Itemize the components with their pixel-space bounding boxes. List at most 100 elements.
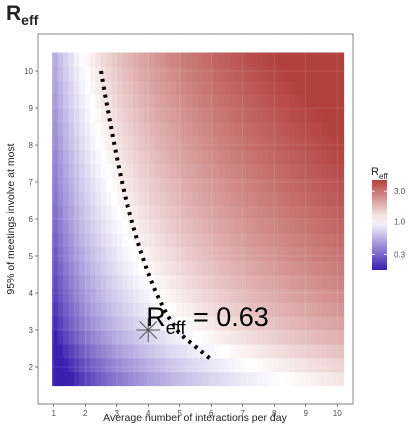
heat-cell [241, 343, 248, 359]
heat-cell [95, 330, 102, 345]
heat-cell [214, 246, 221, 262]
heat-cell [100, 52, 107, 67]
heat-cell [143, 316, 150, 331]
heat-cell [268, 260, 275, 276]
heat-cell [257, 80, 264, 95]
heat-cell [262, 343, 269, 359]
heat-cell [143, 135, 150, 151]
heat-cell [230, 94, 237, 109]
heat-cell [230, 343, 237, 359]
heat-cell [235, 52, 242, 67]
heat-cell [160, 371, 167, 387]
heat-cell [273, 246, 280, 262]
heat-cell [311, 357, 318, 373]
heat-cell [289, 94, 296, 109]
heat-cell [116, 205, 123, 220]
heat-cell [262, 316, 269, 331]
heat-cell [251, 371, 258, 387]
heat-cell [143, 288, 150, 303]
heat-cell [138, 149, 145, 165]
heat-cell [154, 274, 161, 289]
heat-cell [251, 177, 258, 192]
heat-cell [321, 330, 328, 345]
heat-cell [235, 135, 242, 151]
heat-cell [284, 66, 291, 81]
heat-cell [127, 177, 134, 192]
heat-cell [111, 80, 118, 95]
heat-cell [111, 149, 118, 165]
heat-cell [100, 191, 107, 206]
heat-cell [187, 260, 194, 276]
heat-cell [246, 205, 253, 220]
heat-cell [79, 108, 86, 123]
heat-cell [284, 163, 291, 178]
heat-cell [62, 343, 69, 359]
heat-cell [100, 121, 107, 137]
heat-cell [197, 316, 204, 331]
heat-cell [79, 135, 86, 151]
heat-cell [230, 302, 237, 317]
heat-cell [246, 316, 253, 331]
heat-cell [68, 371, 75, 387]
heat-cell [305, 135, 312, 151]
heat-cell [149, 232, 156, 248]
heat-cell [170, 260, 177, 276]
heat-cell [273, 316, 280, 331]
heat-cell [84, 94, 91, 109]
heat-cell [84, 121, 91, 137]
heat-cell [268, 330, 275, 345]
heat-cell [203, 274, 210, 289]
heat-cell [192, 52, 199, 67]
heat-cell [316, 135, 323, 151]
heat-cell [268, 219, 275, 234]
heat-cell [327, 274, 334, 289]
heat-cell [262, 232, 269, 248]
heat-cell [338, 94, 345, 109]
heat-cell [257, 135, 264, 151]
heat-cell [84, 108, 91, 123]
heat-cell [224, 357, 231, 373]
heat-cell [327, 94, 334, 109]
heat-cell [208, 80, 215, 95]
heat-cell [321, 80, 328, 95]
heat-cell [79, 330, 86, 345]
heat-cell [338, 52, 345, 67]
heat-cell [116, 316, 123, 331]
heat-cell [143, 357, 150, 373]
heat-cell [305, 260, 312, 276]
heat-cell [73, 108, 80, 123]
heat-cell [289, 80, 296, 95]
heat-cell [89, 246, 96, 262]
heat-cell [149, 246, 156, 262]
heat-cell [62, 94, 69, 109]
heat-cell [95, 94, 102, 109]
heat-cell [311, 246, 318, 262]
heat-cell [176, 288, 183, 303]
heat-cell [181, 316, 188, 331]
heat-cell [95, 191, 102, 206]
heat-cell [181, 357, 188, 373]
heat-cell [170, 52, 177, 67]
heat-cell [127, 66, 134, 81]
heat-cell [224, 316, 231, 331]
heat-cell [100, 357, 107, 373]
heat-cell [62, 52, 69, 67]
heat-cell [57, 135, 64, 151]
heat-cell [273, 94, 280, 109]
heat-cell [62, 246, 69, 262]
heat-cell [208, 274, 215, 289]
y-tick-label: 7 [29, 178, 34, 187]
heat-cell [133, 316, 140, 331]
heat-cell [79, 94, 86, 109]
heat-cell [251, 302, 258, 317]
heat-cell [52, 260, 59, 276]
heat-cell [305, 149, 312, 165]
heat-cell [332, 177, 339, 192]
heat-cell [338, 177, 345, 192]
heat-cell [122, 274, 129, 289]
heat-cell [224, 205, 231, 220]
heat-cell [143, 52, 150, 67]
heat-cell [197, 108, 204, 123]
heat-cell [192, 163, 199, 178]
heat-cell [230, 288, 237, 303]
